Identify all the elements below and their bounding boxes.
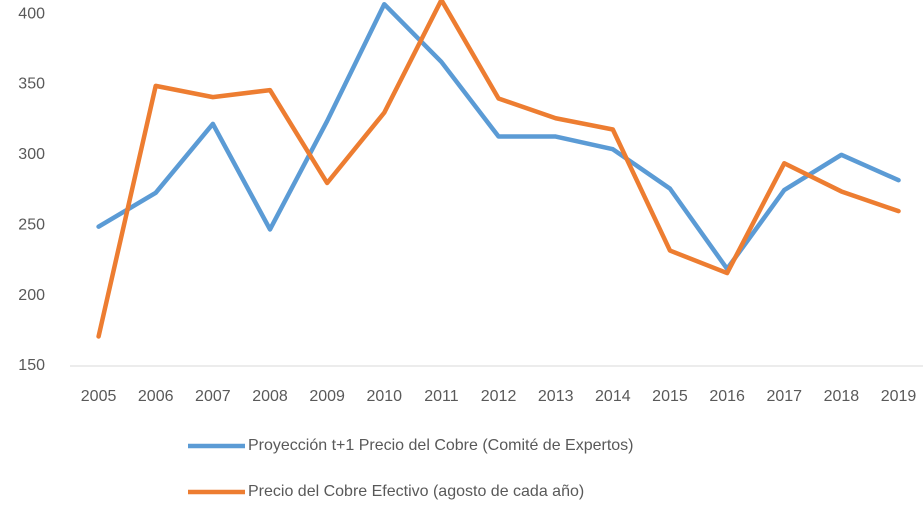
y-tick-label: 350	[18, 76, 45, 93]
x-tick-label: 2005	[81, 388, 117, 405]
x-tick-label: 2009	[309, 388, 345, 405]
x-tick-label: 2014	[595, 388, 631, 405]
x-tick-label: 2011	[424, 388, 459, 405]
x-tick-label: 2013	[538, 388, 574, 405]
x-tick-label: 2006	[138, 388, 174, 405]
y-tick-label: 200	[18, 287, 45, 304]
x-tick-label: 2012	[481, 388, 517, 405]
y-tick-label: 400	[18, 5, 45, 22]
x-tick-label: 2018	[824, 388, 860, 405]
legend-label: Proyección t+1 Precio del Cobre (Comité …	[248, 437, 634, 454]
x-tick-label: 2008	[252, 388, 288, 405]
y-tick-label: 250	[18, 216, 45, 233]
x-tick-label: 2015	[652, 388, 688, 405]
y-tick-label: 300	[18, 146, 45, 163]
legend-label: Precio del Cobre Efectivo (agosto de cad…	[248, 483, 584, 500]
x-tick-label: 2017	[766, 388, 802, 405]
x-tick-label: 2010	[366, 388, 402, 405]
y-tick-label: 150	[18, 357, 45, 374]
line-series	[96, 0, 901, 339]
line-series	[96, 1, 901, 272]
x-tick-label: 2007	[195, 388, 231, 405]
x-tick-label: 2019	[881, 388, 917, 405]
x-tick-label: 2016	[709, 388, 745, 405]
